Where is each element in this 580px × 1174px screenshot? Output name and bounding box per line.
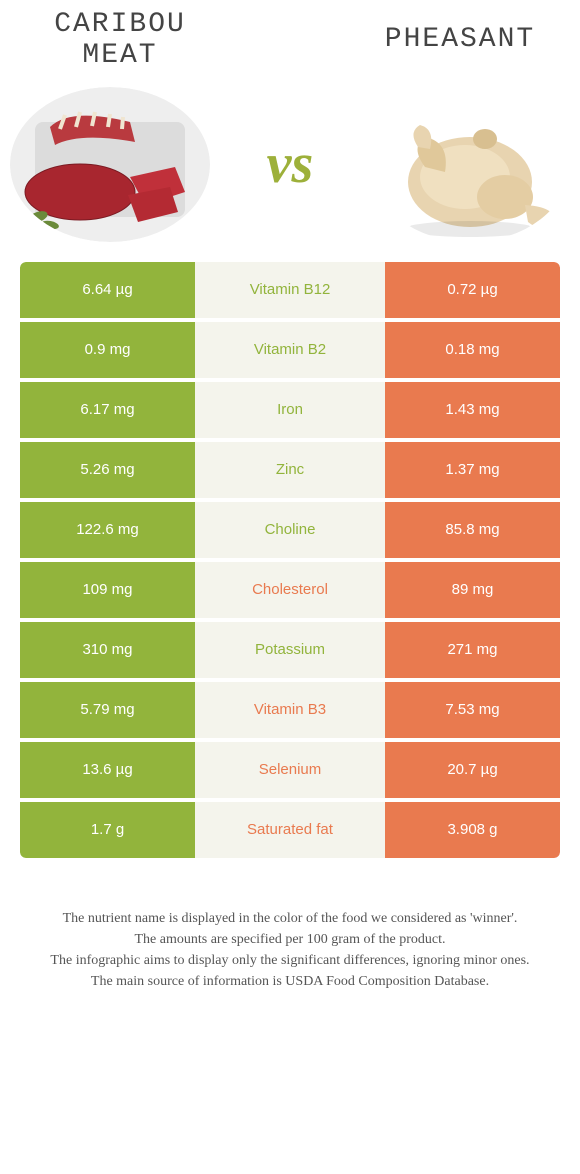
- table-row: 109 mgCholesterol89 mg: [20, 562, 560, 618]
- value-left: 5.79 mg: [20, 682, 195, 738]
- table-row: 5.79 mgVitamin B37.53 mg: [20, 682, 560, 738]
- value-left: 5.26 mg: [20, 442, 195, 498]
- title-right: Pheasant: [360, 25, 560, 56]
- table-row: 6.17 mgIron1.43 mg: [20, 382, 560, 438]
- nutrient-name: Zinc: [195, 442, 385, 498]
- value-left: 13.6 µg: [20, 742, 195, 798]
- food-image-left: [10, 87, 210, 242]
- footnote-line: The nutrient name is displayed in the co…: [30, 908, 550, 929]
- nutrient-name: Potassium: [195, 622, 385, 678]
- nutrient-name: Saturated fat: [195, 802, 385, 858]
- title-left: Caribou meat: [20, 10, 220, 72]
- value-left: 0.9 mg: [20, 322, 195, 378]
- value-right: 3.908 g: [385, 802, 560, 858]
- food-image-right: [370, 87, 570, 242]
- value-right: 20.7 µg: [385, 742, 560, 798]
- pheasant-icon: [370, 87, 570, 242]
- table-row: 13.6 µgSelenium20.7 µg: [20, 742, 560, 798]
- value-right: 89 mg: [385, 562, 560, 618]
- table-row: 1.7 gSaturated fat3.908 g: [20, 802, 560, 858]
- footnote-line: The infographic aims to display only the…: [30, 950, 550, 971]
- table-row: 310 mgPotassium271 mg: [20, 622, 560, 678]
- value-right: 1.37 mg: [385, 442, 560, 498]
- value-right: 1.43 mg: [385, 382, 560, 438]
- value-right: 0.18 mg: [385, 322, 560, 378]
- nutrient-name: Iron: [195, 382, 385, 438]
- nutrient-name: Selenium: [195, 742, 385, 798]
- table-row: 122.6 mgCholine85.8 mg: [20, 502, 560, 558]
- value-right: 7.53 mg: [385, 682, 560, 738]
- nutrient-name: Choline: [195, 502, 385, 558]
- footnote-line: The main source of information is USDA F…: [30, 971, 550, 992]
- images-row: vs: [0, 72, 580, 262]
- nutrient-table: 6.64 µgVitamin B120.72 µg0.9 mgVitamin B…: [20, 262, 560, 858]
- value-left: 6.17 mg: [20, 382, 195, 438]
- caribou-meat-icon: [10, 87, 210, 242]
- header: Caribou meat Pheasant: [0, 0, 580, 72]
- table-row: 5.26 mgZinc1.37 mg: [20, 442, 560, 498]
- value-left: 122.6 mg: [20, 502, 195, 558]
- value-left: 1.7 g: [20, 802, 195, 858]
- vs-badge: vs: [210, 132, 370, 196]
- value-right: 0.72 µg: [385, 262, 560, 318]
- nutrient-name: Vitamin B2: [195, 322, 385, 378]
- nutrient-name: Vitamin B3: [195, 682, 385, 738]
- nutrient-name: Vitamin B12: [195, 262, 385, 318]
- nutrient-name: Cholesterol: [195, 562, 385, 618]
- footnote-line: The amounts are specified per 100 gram o…: [30, 929, 550, 950]
- value-right: 271 mg: [385, 622, 560, 678]
- value-right: 85.8 mg: [385, 502, 560, 558]
- table-row: 6.64 µgVitamin B120.72 µg: [20, 262, 560, 318]
- footnotes: The nutrient name is displayed in the co…: [30, 908, 550, 992]
- value-left: 109 mg: [20, 562, 195, 618]
- value-left: 6.64 µg: [20, 262, 195, 318]
- value-left: 310 mg: [20, 622, 195, 678]
- table-row: 0.9 mgVitamin B20.18 mg: [20, 322, 560, 378]
